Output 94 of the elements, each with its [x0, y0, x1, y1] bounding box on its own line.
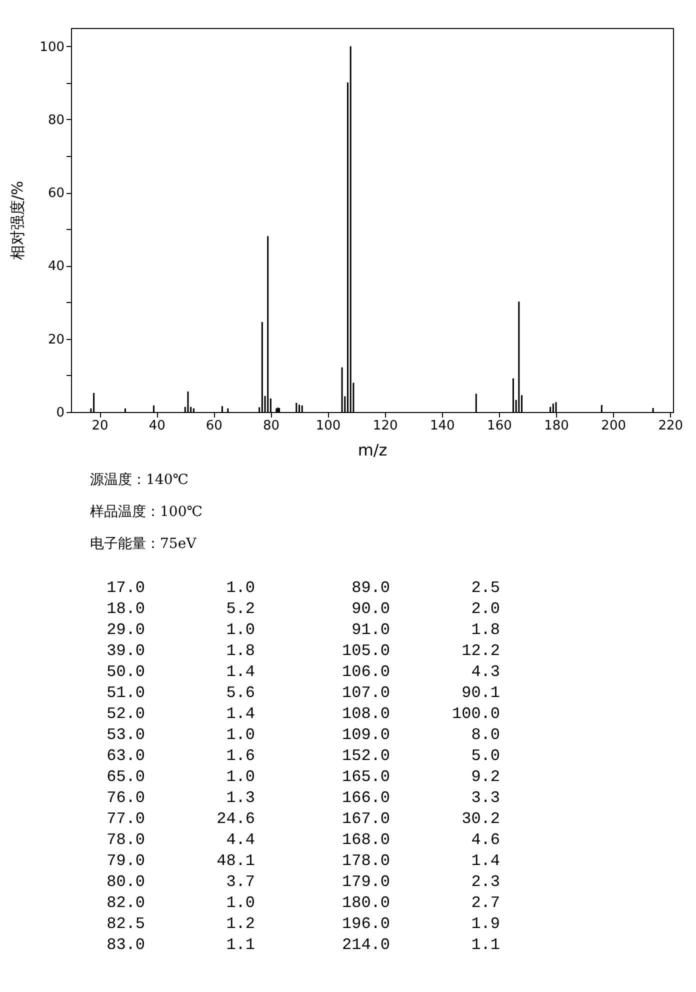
x-tick-label: 140 [430, 418, 455, 434]
x-tick-label: 40 [148, 418, 166, 434]
text: 52.0 [106, 704, 145, 724]
text: 1.4 [470, 850, 500, 871]
text: 180.0 [340, 892, 390, 913]
text: 108.0 [340, 704, 390, 724]
text: 电子能量：75eV [90, 535, 198, 554]
y-tick-label: 60 [48, 186, 64, 202]
text: 214.0 [340, 934, 390, 955]
text: 82.0 [106, 892, 145, 913]
text: 1.0 [225, 578, 255, 598]
x-axis-title: m/z [358, 440, 388, 460]
text: 1.9 [470, 914, 500, 934]
y-tick-label: 80 [48, 112, 64, 128]
text: 2.7 [470, 892, 500, 913]
text: 29.0 [106, 620, 145, 640]
text: 79.0 [106, 850, 145, 871]
x-tick-label: 100 [316, 418, 341, 434]
x-tick-label: 60 [206, 418, 222, 434]
text: 9.2 [470, 766, 500, 787]
text: 83.0 [106, 934, 145, 955]
text: 24.6 [216, 808, 255, 829]
x-tick-label: 160 [487, 418, 512, 434]
text: 4.3 [470, 662, 500, 682]
text: 65.0 [106, 766, 145, 787]
text: 1.4 [225, 704, 255, 724]
text: 3.3 [470, 788, 500, 808]
text: 5.2 [225, 598, 255, 619]
text: 63.0 [106, 746, 145, 766]
text: 90.1 [460, 682, 500, 703]
text: 178.0 [340, 850, 390, 871]
text: 2.0 [470, 598, 500, 619]
text: 168.0 [340, 830, 390, 850]
text: 77.0 [106, 808, 145, 829]
text: 样品温度：100℃ [90, 503, 204, 522]
y-axis-title: 相对强度/% [8, 180, 27, 260]
text: 1.2 [225, 914, 255, 934]
text: 91.0 [350, 620, 390, 640]
text: 78.0 [106, 830, 145, 850]
text: 76.0 [106, 788, 145, 808]
y-tick-label: 0 [56, 406, 64, 420]
text: 107.0 [340, 682, 390, 703]
text: 105.0 [340, 640, 390, 661]
text: 1.0 [225, 892, 255, 913]
text: 4.6 [470, 830, 500, 850]
text: 82.5 [106, 914, 145, 934]
x-tick-label: 200 [601, 418, 626, 434]
y-tick-label: 20 [48, 332, 64, 348]
text: 2.3 [470, 872, 500, 892]
text: 48.1 [216, 850, 255, 871]
text: 1.1 [225, 934, 255, 955]
text: 109.0 [340, 724, 390, 745]
text: 5.6 [225, 682, 255, 703]
text: 1.0 [225, 724, 255, 745]
text: 5.0 [470, 746, 500, 766]
x-tick-label: 180 [544, 418, 569, 434]
text: 2.5 [470, 578, 500, 598]
text: 30.2 [460, 808, 500, 829]
text: 89.0 [350, 578, 390, 598]
text: 1.1 [470, 934, 500, 955]
text: 1.0 [225, 620, 255, 640]
text: 4.4 [225, 830, 255, 850]
text: 152.0 [340, 746, 390, 766]
text: 1.8 [225, 640, 255, 661]
text: 源温度：140℃ [90, 471, 190, 490]
x-tick-label: 120 [372, 418, 398, 434]
x-tick-label: 220 [658, 418, 684, 434]
text: 1.6 [225, 746, 255, 766]
text: 167.0 [340, 808, 390, 829]
text: 8.0 [470, 724, 500, 745]
text: 80.0 [106, 872, 145, 892]
text: 50.0 [106, 662, 145, 682]
text: 179.0 [340, 872, 390, 892]
text: 53.0 [106, 724, 145, 745]
text: 1.8 [470, 620, 500, 640]
text: 1.4 [225, 662, 255, 682]
text: 165.0 [340, 766, 390, 787]
x-tick-label: 80 [262, 418, 280, 434]
text: 1.3 [225, 788, 255, 808]
text: 18.0 [106, 598, 145, 619]
text: 17.0 [106, 578, 145, 598]
text: 51.0 [106, 682, 145, 703]
text: 106.0 [340, 662, 390, 682]
text: 1.0 [225, 766, 255, 787]
text: 3.7 [225, 872, 255, 892]
text: 100.0 [450, 704, 500, 724]
y-tick-label: 40 [48, 259, 64, 274]
text: 39.0 [106, 640, 145, 661]
text: 90.0 [350, 598, 390, 619]
text: 12.2 [460, 640, 500, 661]
x-tick-label: 20 [92, 418, 108, 434]
y-tick-label: 100 [40, 40, 64, 55]
text: 166.0 [340, 788, 390, 808]
text: 196.0 [340, 914, 390, 934]
